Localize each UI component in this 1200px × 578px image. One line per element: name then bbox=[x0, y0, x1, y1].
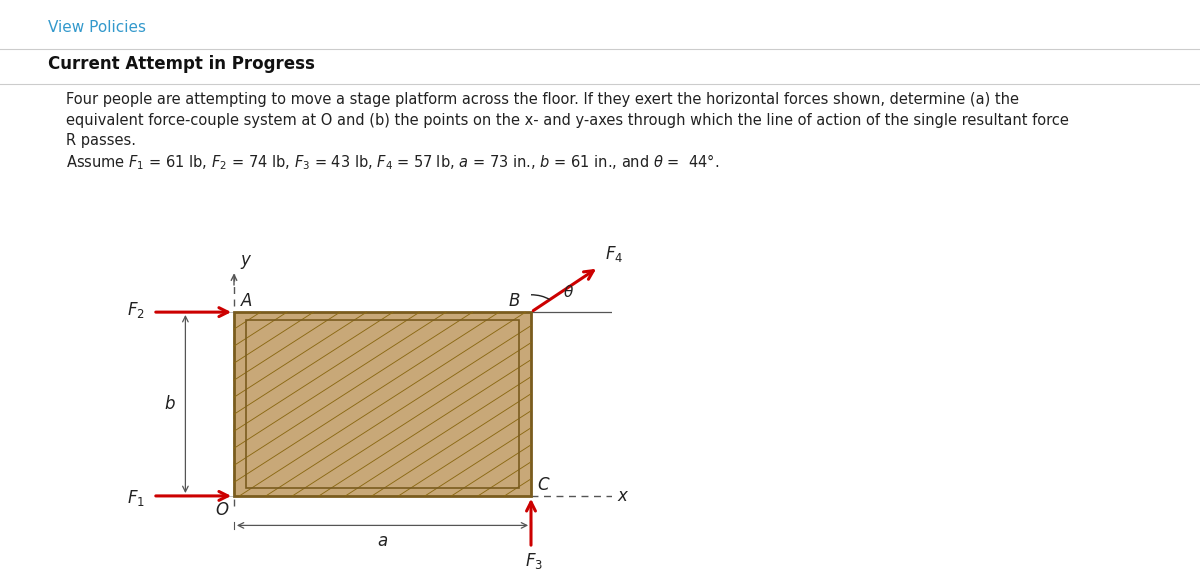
Text: View Policies: View Policies bbox=[48, 20, 146, 35]
Text: a: a bbox=[377, 532, 388, 550]
Text: Current Attempt in Progress: Current Attempt in Progress bbox=[48, 55, 314, 73]
Bar bbox=[246, 320, 520, 488]
Text: x: x bbox=[618, 487, 628, 505]
Text: A: A bbox=[240, 292, 252, 310]
Text: $\theta$: $\theta$ bbox=[564, 284, 575, 300]
Text: $F_4$: $F_4$ bbox=[605, 244, 623, 264]
Text: $F_2$: $F_2$ bbox=[127, 301, 145, 320]
Text: Four people are attempting to move a stage platform across the floor. If they ex: Four people are attempting to move a sta… bbox=[66, 92, 1019, 108]
Text: R passes.: R passes. bbox=[66, 133, 136, 148]
Text: $F_3$: $F_3$ bbox=[524, 551, 542, 572]
Text: O: O bbox=[216, 501, 228, 519]
Text: $F_1$: $F_1$ bbox=[127, 488, 145, 507]
Text: y: y bbox=[240, 251, 251, 269]
Text: equivalent force-couple system at O and (b) the points on the x- and y-axes thro: equivalent force-couple system at O and … bbox=[66, 113, 1069, 128]
Text: b: b bbox=[164, 395, 175, 413]
Text: Assume $F_1$ = 61 lb, $F_2$ = 74 lb, $F_3$ = 43 lb, $F_4$ = 57 lb, $a$ = 73 in.,: Assume $F_1$ = 61 lb, $F_2$ = 74 lb, $F_… bbox=[66, 152, 719, 172]
Bar bbox=[234, 312, 530, 496]
Text: B: B bbox=[509, 292, 521, 310]
Text: C: C bbox=[538, 476, 550, 494]
